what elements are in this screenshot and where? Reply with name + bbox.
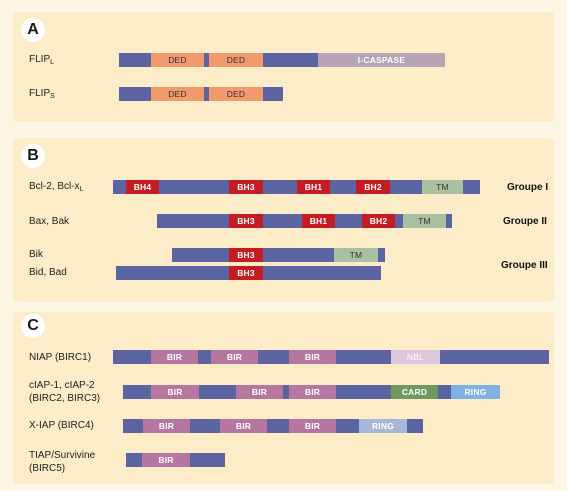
group-2-label: Groupe II xyxy=(503,216,547,227)
protein-flipl: DED DED I-CASPASE xyxy=(119,53,445,67)
label-ciap-line2: (BIRC2, BIRC3) xyxy=(29,393,101,404)
label-xiap: X-IAP (BIRC4) xyxy=(29,420,94,431)
domain-bir: BIR xyxy=(289,385,336,399)
domain-i-caspase: I-CASPASE xyxy=(318,53,445,67)
protein-flips: DED DED xyxy=(119,87,283,101)
protein-bik: BH3 TM xyxy=(172,248,385,262)
domain-tm: TM xyxy=(403,214,446,228)
domain-bh3: BH3 xyxy=(229,266,263,280)
domain-bir: BIR xyxy=(151,350,198,364)
domain-bh2: BH2 xyxy=(356,180,390,194)
label-bid: Bid, Bad xyxy=(29,267,67,278)
label-tiap-line2: (BIRC5) xyxy=(29,463,66,474)
domain-bir: BIR xyxy=(151,385,199,399)
panel-b-badge: B xyxy=(21,144,45,168)
domain-bir: BIR xyxy=(289,419,336,433)
domain-ded: DED xyxy=(151,53,204,67)
protein-niap: BIR BIR BIR NBL xyxy=(113,350,549,364)
protein-ciap: BIR BIR BIR CARD RING xyxy=(123,385,500,399)
label-bik: Bik xyxy=(29,249,43,260)
domain-bh2: BH2 xyxy=(362,214,395,228)
domain-bir: BIR xyxy=(220,419,267,433)
label-niap: NIAP (BIRC1) xyxy=(29,352,92,363)
domain-bh1: BH1 xyxy=(297,180,330,194)
label-flips: FLIPS xyxy=(29,88,55,100)
domain-ded: DED xyxy=(151,87,204,101)
panel-a-badge: A xyxy=(21,18,45,42)
domain-bir: BIR xyxy=(143,419,190,433)
panel-a xyxy=(13,12,554,122)
domain-ded: DED xyxy=(209,53,263,67)
label-bax: Bax, Bak xyxy=(29,216,70,227)
domain-bir: BIR xyxy=(211,350,258,364)
domain-bir: BIR xyxy=(236,385,283,399)
domain-bh3: BH3 xyxy=(229,248,263,262)
domain-bh3: BH3 xyxy=(229,180,263,194)
label-bcl2: Bcl-2, Bcl-xL xyxy=(29,181,84,193)
protein-bax: BH3 BH1 BH2 TM xyxy=(157,214,452,228)
domain-ring: RING xyxy=(451,385,500,399)
label-flipl: FLIPL xyxy=(29,54,55,66)
domain-bh1: BH1 xyxy=(302,214,335,228)
domain-bir: BIR xyxy=(142,453,190,467)
panel-c-badge: C xyxy=(21,314,45,338)
domain-bh4: BH4 xyxy=(126,180,159,194)
domain-nbl: NBL xyxy=(391,350,440,364)
domain-card: CARD xyxy=(391,385,438,399)
protein-tiap: BIR xyxy=(126,453,225,467)
protein-bcl2: BH4 BH3 BH1 BH2 TM xyxy=(113,180,480,194)
protein-xiap: BIR BIR BIR RING xyxy=(123,419,423,433)
domain-ring: RING xyxy=(359,419,407,433)
label-tiap-line1: TIAP/Survivine xyxy=(29,450,96,461)
group-3-label: Groupe III xyxy=(501,260,548,271)
domain-bh3: BH3 xyxy=(229,214,263,228)
protein-bid: BH3 xyxy=(116,266,381,280)
group-1-label: Groupe I xyxy=(507,182,549,193)
domain-bir: BIR xyxy=(289,350,336,364)
label-ciap-line1: cIAP-1, cIAP-2 xyxy=(29,380,95,391)
domain-tm: TM xyxy=(334,248,378,262)
domain-tm: TM xyxy=(422,180,463,194)
domain-ded: DED xyxy=(209,87,263,101)
